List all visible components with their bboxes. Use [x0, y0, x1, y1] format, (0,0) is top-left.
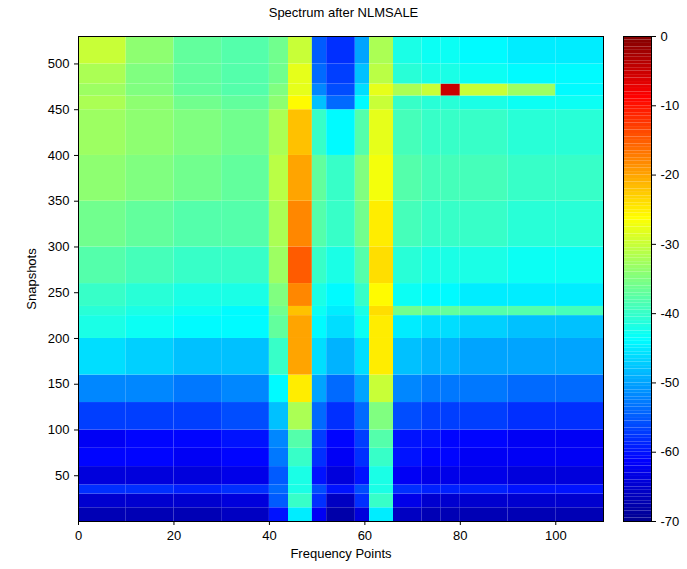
svg-text:200: 200: [48, 331, 70, 346]
svg-text:100: 100: [48, 422, 70, 437]
svg-text:Frequency Points: Frequency Points: [290, 546, 392, 561]
svg-text:60: 60: [358, 528, 372, 543]
svg-text:-40: -40: [661, 306, 680, 321]
svg-text:0: 0: [661, 29, 668, 44]
svg-text:-20: -20: [661, 167, 680, 182]
svg-text:350: 350: [48, 193, 70, 208]
svg-text:500: 500: [48, 56, 70, 71]
svg-text:450: 450: [48, 102, 70, 117]
svg-text:400: 400: [48, 148, 70, 163]
svg-text:80: 80: [453, 528, 467, 543]
svg-text:-30: -30: [661, 237, 680, 252]
svg-text:-10: -10: [661, 98, 680, 113]
svg-text:Snapshots: Snapshots: [24, 248, 39, 310]
svg-text:50: 50: [55, 468, 69, 483]
svg-text:0: 0: [75, 528, 82, 543]
svg-text:-60: -60: [661, 444, 680, 459]
svg-text:300: 300: [48, 239, 70, 254]
svg-text:150: 150: [48, 376, 70, 391]
svg-text:-50: -50: [661, 375, 680, 390]
svg-text:20: 20: [167, 528, 181, 543]
svg-text:250: 250: [48, 285, 70, 300]
svg-text:40: 40: [262, 528, 276, 543]
html-text:Spectrum after NLMSALE: Spectrum after NLMSALE: [268, 5, 419, 20]
svg-text:100: 100: [545, 528, 567, 543]
svg-text:-70: -70: [661, 514, 680, 529]
